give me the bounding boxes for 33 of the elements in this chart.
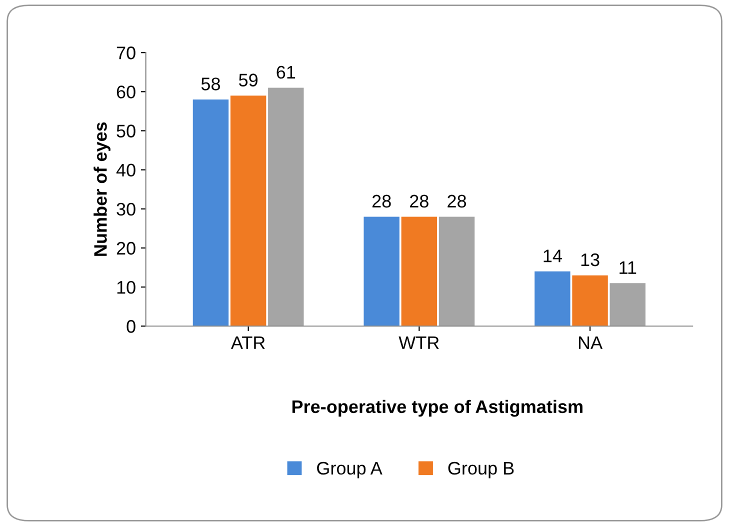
data-label: 28 bbox=[410, 194, 428, 208]
bar bbox=[192, 99, 229, 326]
y-tick-label: 20 bbox=[116, 242, 136, 255]
x-tick-label: ATR bbox=[230, 336, 265, 349]
bar bbox=[401, 216, 438, 326]
y-tick-label: 10 bbox=[117, 280, 136, 294]
legend-label: Group A bbox=[317, 462, 382, 478]
x-tick-label: WTR bbox=[398, 336, 439, 349]
bar bbox=[572, 275, 608, 326]
y-tick-label: 30 bbox=[116, 202, 136, 216]
bar bbox=[364, 216, 400, 326]
data-label: 11 bbox=[620, 261, 636, 274]
y-tick-label: 50 bbox=[116, 124, 136, 138]
data-label: 59 bbox=[238, 74, 258, 86]
bar bbox=[438, 216, 475, 326]
bar bbox=[230, 96, 266, 326]
legend-label: Group B bbox=[448, 462, 514, 478]
x-tick-label: NA bbox=[578, 336, 603, 349]
y-tick-label: 40 bbox=[116, 164, 136, 177]
data-label: 61 bbox=[276, 66, 296, 79]
data-label: 13 bbox=[581, 253, 600, 266]
bar bbox=[610, 283, 646, 326]
data-label: 28 bbox=[448, 194, 466, 208]
y-tick-label: 60 bbox=[116, 86, 136, 98]
data-label: 58 bbox=[201, 78, 220, 90]
data-label: 28 bbox=[372, 194, 391, 208]
bar bbox=[268, 88, 304, 326]
y-tick-label: 0 bbox=[126, 320, 136, 333]
y-tick-label: 70 bbox=[116, 46, 136, 60]
y-axis-title: Number of eyes bbox=[94, 122, 110, 256]
x-axis-title: Pre-operative type of Astigmatism bbox=[292, 400, 582, 417]
bar bbox=[534, 271, 570, 326]
data-label: 14 bbox=[544, 250, 562, 262]
